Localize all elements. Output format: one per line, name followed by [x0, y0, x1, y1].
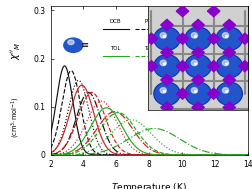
Text: TOL: TOL — [110, 46, 120, 51]
Circle shape — [64, 38, 82, 52]
Text: TAN: TAN — [143, 46, 154, 51]
Text: DCB: DCB — [109, 19, 121, 24]
Text: (cm$^3$$\cdot$mol$^{-1}$): (cm$^3$$\cdot$mol$^{-1}$) — [10, 97, 22, 138]
Text: PYR: PYR — [144, 19, 154, 24]
Text: ≡: ≡ — [81, 40, 89, 50]
Circle shape — [68, 40, 74, 45]
Text: $\mathit{T}$emperature (K): $\mathit{T}$emperature (K) — [111, 181, 186, 189]
Text: $\chi''_M$: $\chi''_M$ — [9, 41, 23, 60]
